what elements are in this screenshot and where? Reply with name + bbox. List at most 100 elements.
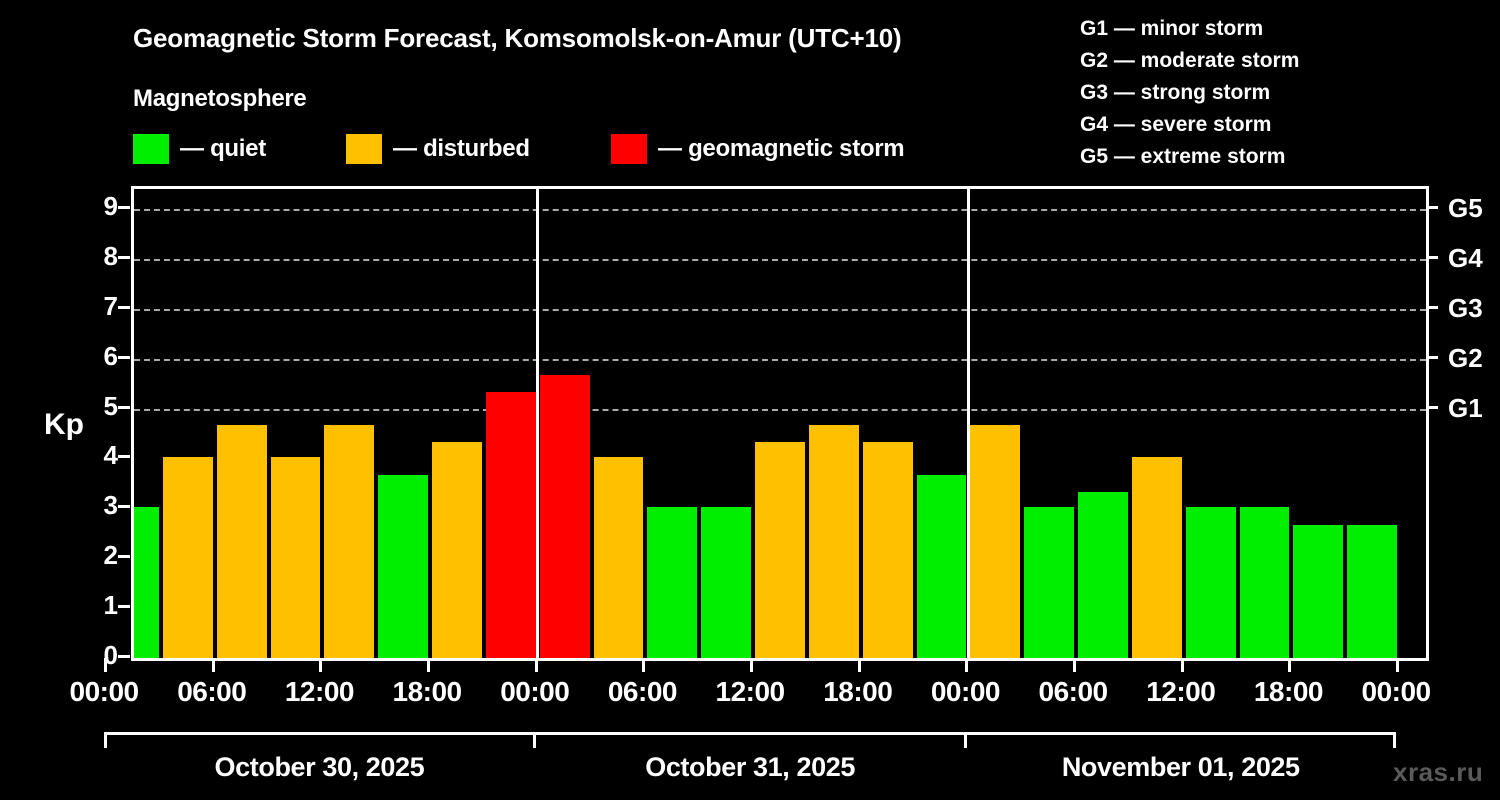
bar	[378, 474, 429, 658]
gridline	[134, 208, 1426, 211]
y-axis-tick-mark	[118, 505, 130, 509]
x-axis-tick-mark	[319, 658, 323, 672]
y-axis-tick-label: 4	[103, 440, 118, 471]
legend-label-storm: — geomagnetic storm	[658, 135, 905, 162]
x-axis-tick-mark	[427, 658, 431, 672]
magnetosphere-legend-title: Magnetosphere	[133, 85, 307, 112]
bar	[1185, 506, 1236, 658]
legend-swatch-disturbed-icon	[346, 134, 382, 164]
day-brackets	[0, 732, 1500, 752]
y-axis-tick-mark	[118, 355, 130, 359]
x-axis-tick-label: 06:00	[1038, 676, 1109, 707]
y-axis-tick-mark	[118, 605, 130, 609]
bar	[970, 425, 1021, 658]
bar	[916, 474, 967, 658]
legend-item-quiet: — quiet	[133, 133, 266, 165]
day-label: November 01, 2025	[1061, 752, 1300, 782]
y-axis-tick-mark	[118, 455, 130, 459]
g-scale-legend-item: G5 — extreme storm	[1080, 145, 1286, 168]
bar	[755, 441, 805, 658]
x-axis-tick-mark	[965, 658, 969, 672]
bar	[270, 456, 321, 658]
y-axis-tick-label: 5	[103, 390, 118, 421]
x-axis-tick-mark	[104, 658, 108, 672]
x-axis-ticks	[104, 658, 1429, 672]
x-axis-tick-label: 00:00	[930, 676, 1001, 707]
gridline	[134, 358, 1426, 361]
x-axis-tick-label: 00:00	[1361, 676, 1432, 707]
x-axis-tick-label: 06:00	[177, 676, 247, 707]
y-axis-tick-label: 2	[103, 540, 118, 571]
g-axis-tick-mark	[1426, 355, 1438, 359]
y-axis-tick-label: 6	[103, 340, 118, 371]
g-axis-tick-label: G4	[1448, 242, 1483, 273]
y-axis-tick-label: 8	[103, 240, 118, 271]
y-axis-tick-label: 9	[103, 190, 118, 221]
gridline	[134, 258, 1426, 261]
x-axis-tick-mark	[211, 658, 215, 672]
legend-item-storm: — geomagnetic storm	[611, 133, 905, 165]
day-labels: October 30, 2025 October 31, 2025 November…	[0, 752, 1500, 796]
y-axis-tick-mark	[118, 305, 130, 309]
bar	[1024, 506, 1075, 658]
bar	[1293, 524, 1344, 658]
x-axis-tick-label: 12:00	[284, 676, 355, 707]
watermark: xras.ru	[1393, 757, 1484, 787]
page-title: Geomagnetic Storm Forecast, Komsomolsk-o…	[133, 23, 902, 53]
y-axis-tick-label: 0	[103, 640, 118, 670]
day-separator	[966, 189, 970, 658]
bar	[1347, 524, 1398, 658]
day-bracket	[104, 732, 1397, 748]
plot-area	[131, 186, 1429, 661]
x-axis-tick-mark	[1396, 658, 1400, 672]
x-axis-tick-label: 12:00	[1146, 676, 1216, 707]
x-axis-tick-label: 00:00	[69, 676, 140, 707]
bar	[539, 375, 590, 658]
y-axis-tick-label: 1	[103, 590, 118, 621]
bar-series	[134, 189, 1426, 658]
g-axis-tick-label: G1	[1448, 392, 1483, 423]
g-axis-tick-mark	[1426, 405, 1438, 409]
gridline	[134, 308, 1426, 311]
x-axis-labels: 00:00 06:00 12:00 18:00 00:00 06:00 12:00 18:00…	[0, 676, 1500, 716]
g-scale-legend: G1 — minor storm G2 — moderate storm G3 …	[1080, 13, 1299, 173]
bar	[862, 441, 913, 658]
legend-swatch-storm-icon	[611, 134, 647, 164]
x-axis-tick-label: 06:00	[607, 676, 678, 707]
g-axis-tick-label: G2	[1448, 342, 1483, 373]
day-label: October 31, 2025	[645, 752, 855, 782]
x-axis-tick-mark	[1180, 658, 1184, 672]
bar	[134, 506, 159, 658]
x-axis-tick-mark	[534, 658, 538, 672]
legend-label-disturbed: — disturbed	[393, 135, 530, 162]
y-axis-tick-mark	[118, 255, 130, 259]
day-separator	[536, 189, 540, 658]
g-axis-tick-label: G3	[1448, 292, 1483, 323]
x-axis-tick-label: 12:00	[715, 676, 786, 707]
day-bracket-divider	[533, 732, 537, 748]
x-axis-tick-mark	[857, 658, 861, 672]
bar	[432, 441, 482, 658]
g-axis-tick-mark	[1426, 205, 1438, 209]
bar	[216, 425, 267, 658]
legend-swatch-quiet-icon	[133, 134, 169, 164]
legend-label-quiet: — quiet	[180, 135, 266, 162]
bar	[647, 506, 698, 658]
legend-item-disturbed: — disturbed	[346, 133, 530, 165]
gridline	[134, 408, 1426, 411]
bar	[593, 456, 644, 658]
x-axis-tick-mark	[1288, 658, 1292, 672]
bar	[162, 456, 213, 658]
g-scale-legend-item: G1 — minor storm	[1080, 17, 1264, 40]
g-axis-tick-label: G5	[1448, 192, 1483, 223]
day-label: October 30, 2025	[214, 752, 425, 782]
y-axis-labels: 0 1 2 3 4 5 6 7 8 9	[78, 186, 118, 668]
bar	[485, 392, 536, 658]
y-axis-tick-mark	[118, 655, 130, 658]
x-axis-tick-label: 18:00	[823, 676, 893, 707]
g-scale-legend-item: G4 — severe storm	[1080, 113, 1272, 136]
bar	[808, 425, 859, 658]
g-axis-tick-mark	[1426, 255, 1438, 259]
g-scale-legend-item: G2 — moderate storm	[1080, 49, 1300, 72]
